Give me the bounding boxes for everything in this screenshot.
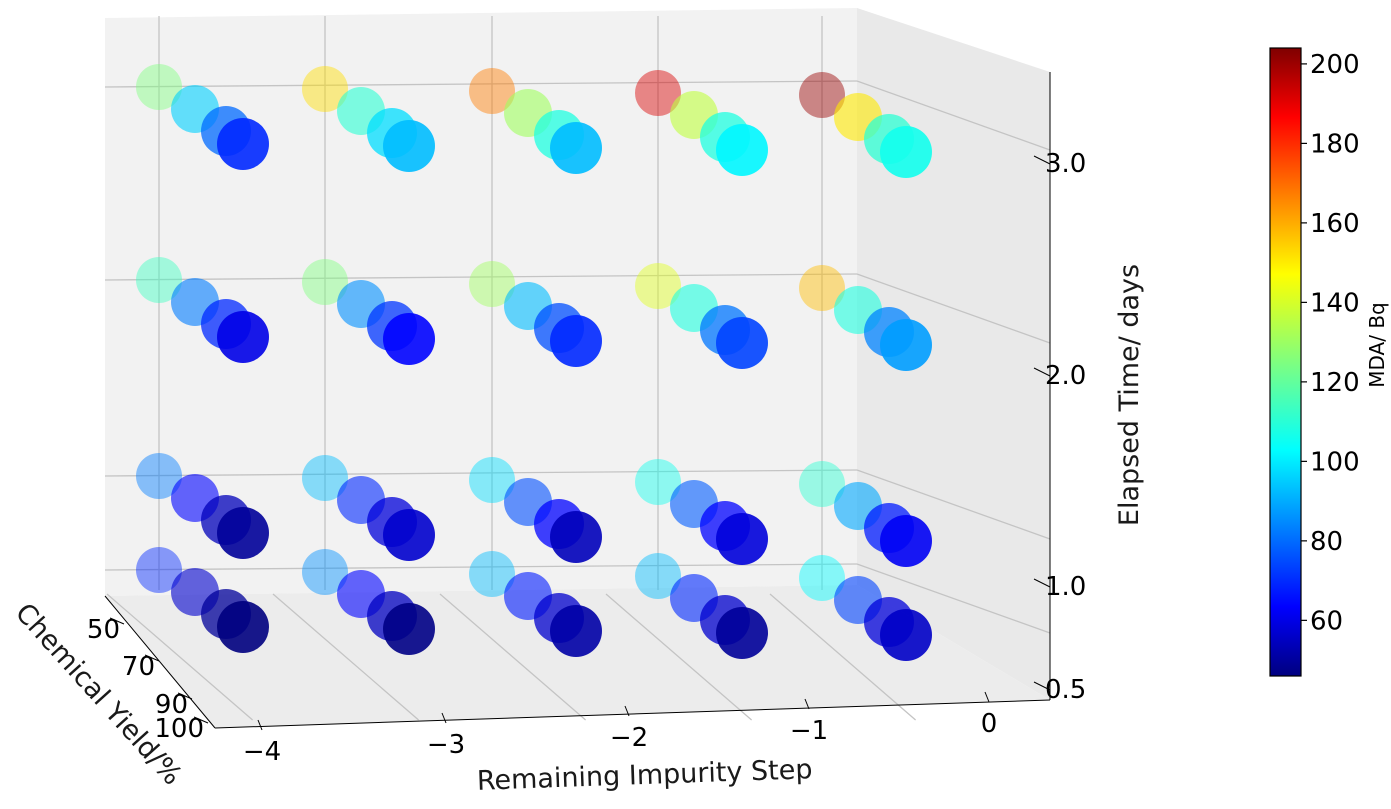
data-point [217,118,269,170]
x-axis-line [214,699,1051,729]
grid-line-z-side [856,563,1051,634]
z-tick-mark [1033,155,1051,165]
data-point [880,515,932,567]
data-point [136,64,182,110]
colorbar-tick-label: 80 [1310,527,1343,557]
colorbar-tick-label: 180 [1310,129,1360,159]
grid-line-z [104,469,858,477]
data-point [550,315,602,367]
data-point [880,609,932,661]
grid-line-z [104,80,858,88]
z-axis-label: Elapsed Time/ days [1114,264,1145,526]
data-point [469,551,515,597]
x-tick-label: −1 [790,716,828,746]
data-point [383,120,435,172]
floor-grid-line [769,593,917,721]
data-point [799,72,845,118]
z-tick-mark [1033,578,1051,588]
grid-line-z [104,563,858,571]
floor-grid-line [605,593,753,721]
data-point [880,319,932,371]
data-point [716,607,768,659]
z-tick-mark [1033,367,1051,377]
x-tick-mark [624,705,630,717]
grid-line-z-side [856,80,1051,151]
x-tick-label: −3 [427,730,465,760]
colorbar-tick-label: 200 [1310,50,1360,80]
y-axis-line [104,595,216,729]
x-tick-mark [441,712,447,724]
y-tick-mark [177,692,193,700]
data-point [880,126,932,178]
x-tick-mark [257,719,263,731]
floor-grid-line [106,593,254,721]
colorbar-tick-label: 100 [1310,447,1360,477]
grid-line-z-side [856,469,1051,540]
data-point [550,605,602,657]
data-point [136,257,182,303]
grid-line-z-side [856,273,1051,344]
colorbar-ticks: 60 80 100 120 140 160 180 200 [1301,50,1360,636]
data-point [302,549,348,595]
grid-line-z [104,273,858,281]
data-point [635,553,681,599]
data-point [550,511,602,563]
back-pane [105,8,857,596]
data-point [469,457,515,503]
data-point [635,459,681,505]
data-point [302,455,348,501]
data-point [799,265,845,311]
colorbar-tick-label: 60 [1310,606,1343,636]
x-tick-label: −2 [610,723,648,753]
x-tick-label: 0 [981,709,998,739]
z-tick-label: 2.0 [1045,361,1086,391]
data-point [469,261,515,307]
data-point [383,603,435,655]
grid-lines [104,16,1051,721]
data-point [635,70,681,116]
z-tick-label: 3.0 [1045,149,1086,179]
colorbar-tick-label: 120 [1310,368,1360,398]
z-tick-label: 0.5 [1045,675,1086,705]
y-tick-label: 100 [154,714,204,744]
y-tick-mark [193,716,209,724]
y-tick-label: 90 [155,690,188,720]
data-point [136,547,182,593]
floor-grid-line [439,593,587,721]
data-point [217,601,269,653]
data-point [550,122,602,174]
x-tick-mark [984,691,990,703]
x-tick-label: −4 [243,737,281,767]
floor-grid-line [272,593,420,721]
data-point [302,259,348,305]
y-tick-mark [109,617,125,625]
colorbar-label: MDA/ Bq [1365,302,1389,388]
y-tick-mark [144,654,160,662]
data-point [799,555,845,601]
data-point [716,317,768,369]
data-point [716,124,768,176]
colorbar-tick-label: 160 [1310,209,1360,239]
colorbar-tick-label: 140 [1310,288,1360,318]
y-tick-label: 70 [122,652,155,682]
data-point [635,263,681,309]
data-point [799,461,845,507]
x-axis-label: Remaining Impurity Step [476,754,813,797]
z-tick-mark [1033,681,1051,691]
data-point [383,313,435,365]
data-point [136,453,182,499]
z-tick-label: 1.0 [1045,572,1086,602]
y-tick-label: 50 [87,615,120,645]
data-point [716,513,768,565]
x-tick-mark [804,698,810,710]
data-points [136,64,932,661]
data-point [217,507,269,559]
data-point [383,509,435,561]
data-point [217,311,269,363]
data-point [302,66,348,112]
data-point [469,68,515,114]
colorbar [1269,47,1302,677]
